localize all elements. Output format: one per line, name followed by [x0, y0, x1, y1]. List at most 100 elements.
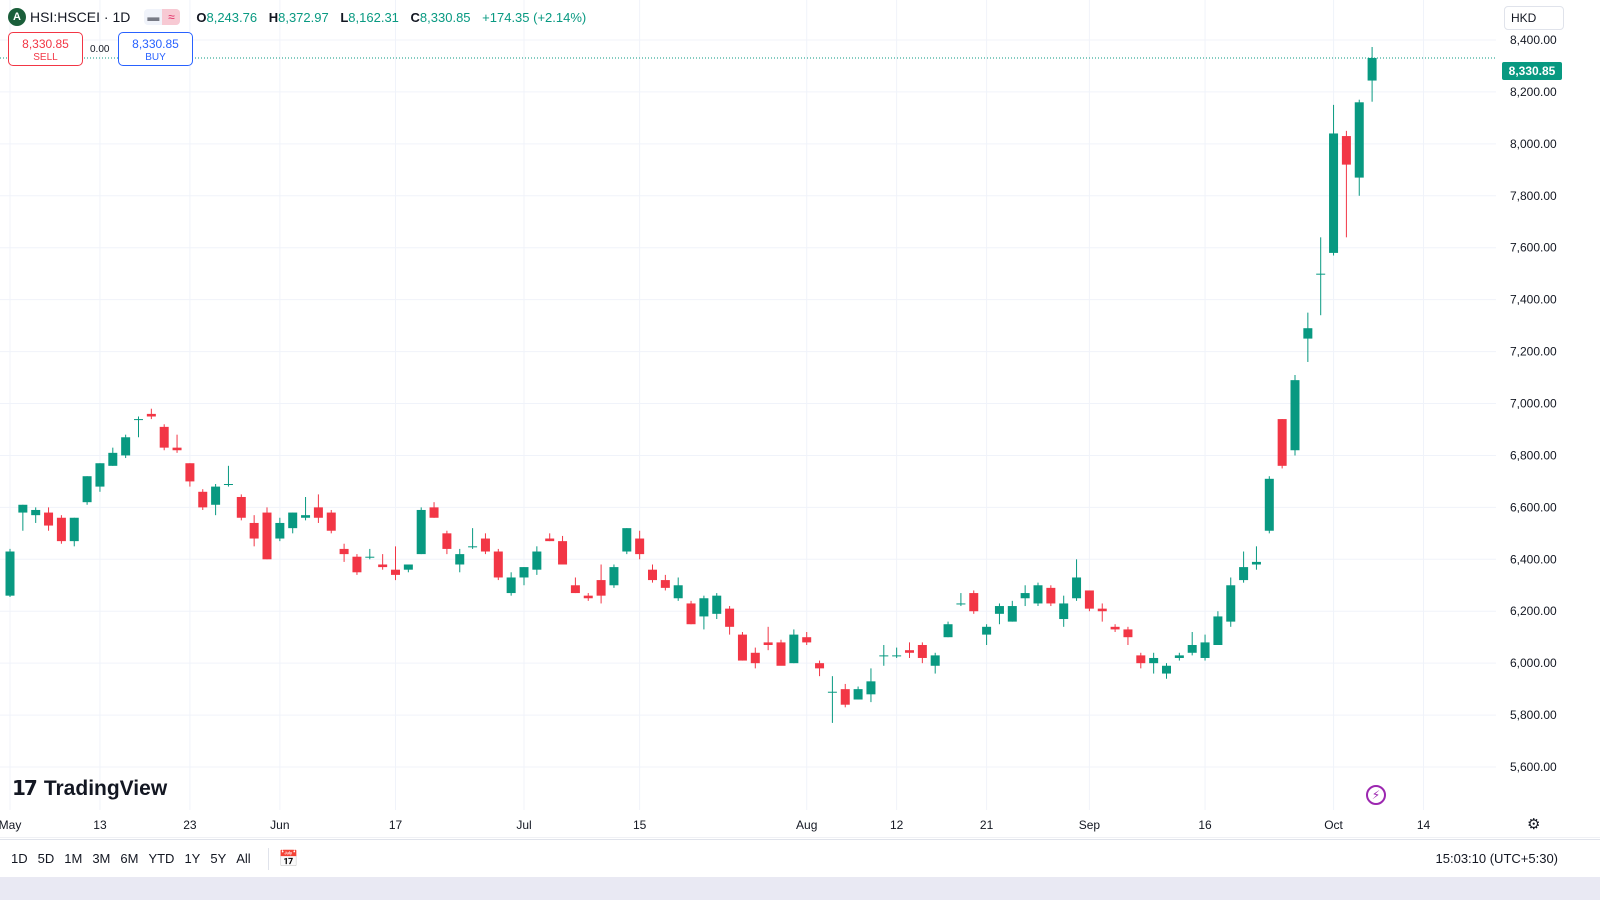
candle[interactable]: [1187, 632, 1197, 656]
sell-button[interactable]: 8,330.85 SELL: [8, 32, 83, 66]
candle[interactable]: [506, 572, 516, 596]
candle[interactable]: [1174, 652, 1184, 661]
buy-button[interactable]: 8,330.85 BUY: [118, 32, 193, 66]
candle[interactable]: [1329, 104, 1339, 256]
candle[interactable]: [994, 603, 1004, 625]
candle[interactable]: [1149, 652, 1159, 674]
candle[interactable]: [365, 548, 375, 560]
candlestick-chart[interactable]: 5,600.00 5,800.00 6,000.00 6,200.00 6,400.00…: [0, 0, 1600, 838]
candle[interactable]: [1084, 590, 1094, 612]
tradingview-logo[interactable]: 𝟭𝟳 TradingView: [12, 776, 167, 801]
candle[interactable]: [172, 434, 182, 453]
candle[interactable]: [699, 595, 709, 630]
range-button-all[interactable]: All: [231, 846, 255, 872]
candle[interactable]: [789, 629, 799, 664]
candle[interactable]: [134, 416, 143, 438]
candle[interactable]: [262, 507, 272, 560]
candle[interactable]: [1354, 99, 1364, 196]
candle[interactable]: [982, 624, 992, 645]
candle[interactable]: [1200, 634, 1210, 661]
candle[interactable]: [930, 652, 940, 674]
candle[interactable]: [609, 564, 619, 588]
candle[interactable]: [56, 515, 66, 544]
candle[interactable]: [853, 686, 863, 700]
candle[interactable]: [159, 424, 169, 451]
candle[interactable]: [378, 554, 388, 570]
candle[interactable]: [892, 647, 902, 658]
candle[interactable]: [673, 577, 683, 601]
candle[interactable]: [905, 642, 914, 658]
candle[interactable]: [1341, 130, 1351, 238]
range-button-6m[interactable]: 6M: [115, 846, 143, 872]
indicator-toggle[interactable]: ▬ ≈: [144, 9, 181, 25]
candle[interactable]: [712, 593, 722, 620]
candle[interactable]: [339, 543, 349, 562]
candle[interactable]: [622, 528, 632, 555]
candle[interactable]: [249, 515, 259, 547]
candle[interactable]: [185, 463, 195, 487]
candle[interactable]: [570, 577, 580, 594]
candle[interactable]: [1303, 312, 1313, 362]
candle[interactable]: [879, 644, 889, 666]
candle[interactable]: [1059, 595, 1069, 627]
wave-icon[interactable]: ≈: [162, 9, 181, 25]
candle[interactable]: [1033, 582, 1043, 607]
candle[interactable]: [725, 606, 735, 635]
range-button-5y[interactable]: 5Y: [205, 846, 231, 872]
symbol-name[interactable]: HSI:HSCEI · 1D: [30, 9, 131, 25]
candle[interactable]: [1316, 237, 1326, 316]
candle[interactable]: [468, 528, 478, 549]
candle[interactable]: [1290, 374, 1300, 456]
candle[interactable]: [583, 593, 593, 601]
candle[interactable]: [660, 574, 670, 591]
candle[interactable]: [1226, 577, 1236, 627]
range-button-ytd[interactable]: YTD: [143, 846, 179, 872]
candle[interactable]: [648, 564, 657, 583]
candle[interactable]: [391, 546, 400, 581]
candle[interactable]: [532, 546, 542, 575]
candle[interactable]: [82, 476, 92, 505]
candle[interactable]: [1367, 47, 1377, 102]
candle[interactable]: [146, 408, 156, 420]
candle[interactable]: [776, 639, 786, 666]
candle[interactable]: [108, 447, 118, 466]
range-button-1m[interactable]: 1M: [59, 846, 87, 872]
candle[interactable]: [44, 507, 54, 531]
candle[interactable]: [827, 676, 837, 723]
candle[interactable]: [95, 463, 105, 492]
candle[interactable]: [211, 484, 221, 516]
range-button-1y[interactable]: 1Y: [179, 846, 205, 872]
candle[interactable]: [866, 668, 876, 703]
candle[interactable]: [403, 564, 413, 573]
gear-icon[interactable]: ⚙: [1527, 816, 1541, 833]
candle[interactable]: [815, 660, 825, 677]
candle[interactable]: [545, 533, 555, 542]
candle[interactable]: [313, 494, 323, 523]
currency-selector[interactable]: HKD: [1504, 6, 1564, 30]
candle[interactable]: [1046, 585, 1056, 607]
range-button-3m[interactable]: 3M: [87, 846, 115, 872]
candle[interactable]: [198, 489, 208, 510]
calendar-icon[interactable]: 📅: [278, 850, 299, 868]
candle[interactable]: [1007, 600, 1017, 622]
candle[interactable]: [275, 517, 285, 542]
candle[interactable]: [1239, 551, 1249, 583]
candle[interactable]: [301, 496, 311, 521]
candle[interactable]: [1277, 419, 1287, 469]
candle[interactable]: [635, 530, 645, 560]
range-button-1d[interactable]: 1D: [6, 846, 33, 872]
candle[interactable]: [429, 502, 439, 518]
minus-icon[interactable]: ▬: [147, 10, 160, 24]
candle[interactable]: [519, 567, 529, 586]
candle[interactable]: [1020, 585, 1030, 607]
flash-icon[interactable]: ⚡: [1366, 785, 1386, 805]
candle[interactable]: [69, 517, 79, 547]
candle[interactable]: [1136, 652, 1146, 669]
candle[interactable]: [416, 507, 426, 555]
candle[interactable]: [1162, 663, 1171, 679]
candle[interactable]: [558, 535, 568, 565]
candle[interactable]: [917, 642, 927, 664]
candle[interactable]: [5, 548, 15, 597]
candle[interactable]: [1123, 626, 1133, 645]
candle[interactable]: [493, 548, 503, 581]
